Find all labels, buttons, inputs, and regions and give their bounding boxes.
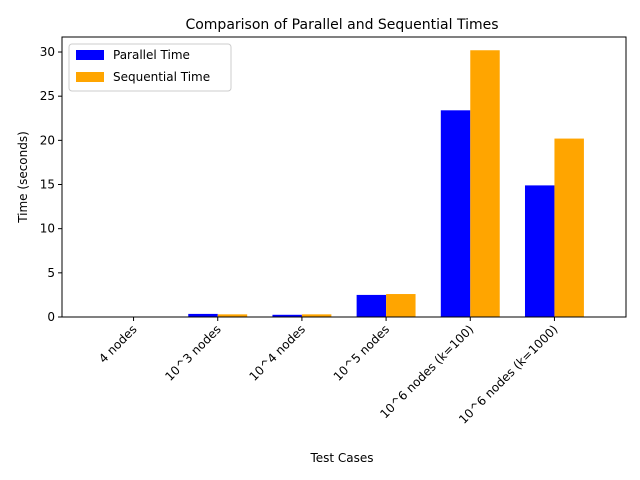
bar-sequential-5	[554, 138, 584, 317]
legend-swatch-0	[76, 50, 104, 60]
bars-group	[104, 50, 584, 318]
y-tick-label-1: 5	[47, 266, 55, 280]
bar-parallel-3	[356, 294, 387, 317]
bar-sequential-2	[301, 314, 332, 317]
y-tick-label-0: 0	[47, 310, 55, 324]
x-tick-label-3: 10^5 nodes	[331, 322, 393, 384]
x-tick-label-5: 10^6 nodes (k=1000)	[456, 322, 560, 426]
x-axis-label: Test Cases	[309, 451, 373, 465]
bar-sequential-4	[470, 50, 500, 318]
x-axis-ticks: 4 nodes 10^3 nodes 10^4 nodes 10^5 nodes10^…	[96, 317, 561, 427]
bar-sequential-1	[217, 314, 248, 317]
legend-swatch-1	[76, 72, 104, 82]
legend-label-1: Sequential Time	[113, 70, 210, 84]
chart-title: Comparison of Parallel and Sequential Ti…	[185, 17, 498, 33]
y-axis-label: Time (seconds)	[16, 131, 30, 224]
y-tick-label-3: 15	[40, 178, 55, 192]
bar-parallel-4	[440, 110, 471, 317]
legend-box	[68, 43, 232, 92]
y-tick-label-5: 25	[40, 89, 55, 103]
bar-parallel-1	[188, 313, 218, 317]
x-tick-label-1: 10^3 nodes	[162, 322, 224, 384]
y-tick-label-6: 30	[40, 45, 55, 59]
legend-label-0: Parallel Time	[113, 48, 190, 62]
x-tick-label-4: 10^6 nodes (k=100)	[377, 322, 476, 421]
bar-sequential-3	[386, 294, 416, 317]
x-tick-label-2: 10^4 nodes	[247, 322, 309, 384]
plot-frame	[61, 36, 627, 318]
y-tick-label-2: 10	[40, 222, 55, 236]
bar-parallel-5	[524, 185, 555, 317]
bar-parallel-2	[272, 314, 302, 317]
y-axis-ticks: 0 5 10 15 20 25 30	[40, 45, 62, 324]
x-tick-label-0: 4 nodes	[96, 322, 140, 366]
y-tick-label-4: 20	[40, 133, 55, 147]
legend: Parallel Time Sequential Time	[68, 43, 232, 92]
